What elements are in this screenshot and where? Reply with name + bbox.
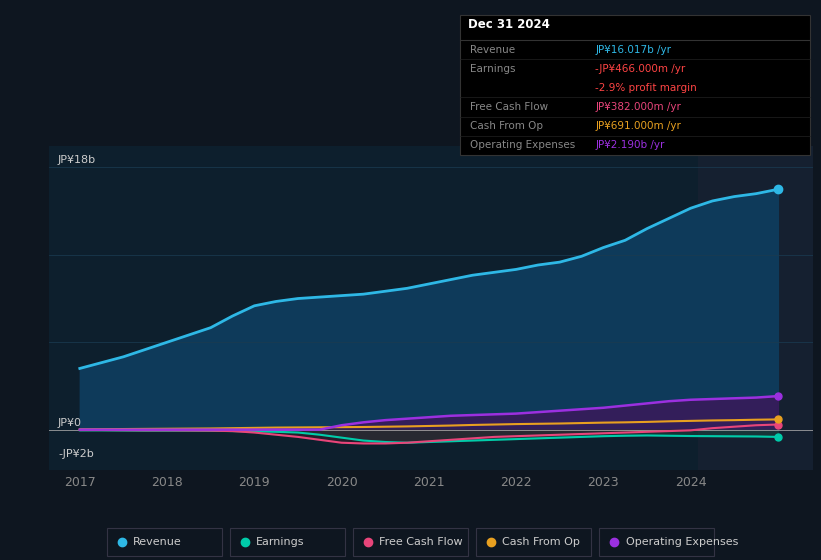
Text: JP¥18b: JP¥18b <box>58 155 96 165</box>
Bar <box>698 146 813 470</box>
Text: Dec 31 2024: Dec 31 2024 <box>468 18 550 31</box>
Text: Earnings: Earnings <box>256 537 305 547</box>
Text: Cash From Op: Cash From Op <box>470 122 543 131</box>
Text: JP¥691.000m /yr: JP¥691.000m /yr <box>595 122 681 131</box>
Text: Revenue: Revenue <box>470 45 515 54</box>
Text: Cash From Op: Cash From Op <box>502 537 580 547</box>
Text: JP¥2.190b /yr: JP¥2.190b /yr <box>595 141 665 151</box>
Text: Revenue: Revenue <box>133 537 181 547</box>
Text: Free Cash Flow: Free Cash Flow <box>379 537 463 547</box>
Text: Free Cash Flow: Free Cash Flow <box>470 102 548 112</box>
Text: Operating Expenses: Operating Expenses <box>626 537 738 547</box>
Text: JP¥382.000m /yr: JP¥382.000m /yr <box>595 102 681 112</box>
Text: Operating Expenses: Operating Expenses <box>470 141 575 151</box>
Text: -JP¥2b: -JP¥2b <box>58 449 94 459</box>
Text: -JP¥466.000m /yr: -JP¥466.000m /yr <box>595 64 686 74</box>
Text: JP¥0: JP¥0 <box>58 418 82 428</box>
Text: JP¥16.017b /yr: JP¥16.017b /yr <box>595 45 672 54</box>
Text: Earnings: Earnings <box>470 64 516 74</box>
Text: -2.9% profit margin: -2.9% profit margin <box>595 83 697 93</box>
